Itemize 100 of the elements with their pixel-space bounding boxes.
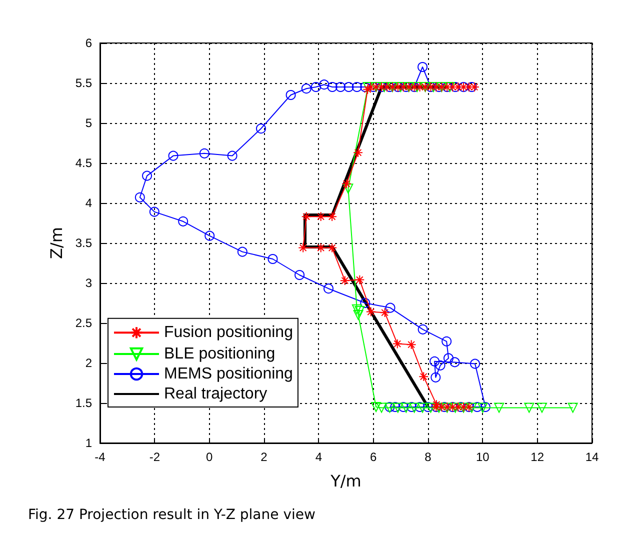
point xyxy=(344,82,354,92)
point xyxy=(199,148,210,158)
x-tick-label: 0 xyxy=(206,450,213,464)
point xyxy=(327,82,338,92)
point xyxy=(316,242,326,253)
point xyxy=(336,82,346,92)
point xyxy=(178,216,188,226)
point xyxy=(354,306,365,316)
point xyxy=(352,304,362,314)
point xyxy=(294,270,305,280)
point xyxy=(301,212,312,222)
point xyxy=(360,298,370,308)
point xyxy=(168,150,178,161)
point xyxy=(450,402,460,413)
x-tick-label: 14 xyxy=(585,450,599,464)
point xyxy=(385,302,396,313)
y-tick-label: 3.5 xyxy=(75,236,92,250)
point xyxy=(430,356,440,366)
point xyxy=(310,82,321,92)
point xyxy=(301,84,312,94)
point xyxy=(409,402,420,413)
point xyxy=(324,284,334,294)
point xyxy=(319,80,330,90)
legend-label: Fusion positioning xyxy=(164,324,293,342)
point xyxy=(414,402,425,412)
legend-label: Real trajectory xyxy=(164,386,268,402)
point xyxy=(418,402,428,413)
point xyxy=(442,336,452,346)
y-tick-label: 1 xyxy=(85,436,92,450)
point xyxy=(316,212,326,222)
point xyxy=(327,242,338,253)
y-axis-title: Z/m xyxy=(46,227,66,259)
point xyxy=(430,372,441,382)
point xyxy=(444,353,454,364)
point xyxy=(478,402,488,413)
point xyxy=(371,402,382,412)
point xyxy=(352,82,362,92)
x-tick-label: -2 xyxy=(149,450,160,464)
x-tick-label: 8 xyxy=(424,450,432,464)
point xyxy=(444,82,455,92)
point xyxy=(426,402,436,413)
point xyxy=(227,150,238,161)
point xyxy=(401,402,412,413)
point xyxy=(149,206,160,217)
point xyxy=(340,276,350,286)
point xyxy=(418,324,428,334)
y-tick-label: 4.5 xyxy=(75,156,92,170)
point xyxy=(354,274,365,285)
x-tick-label: 12 xyxy=(530,450,544,464)
point xyxy=(392,338,402,349)
point xyxy=(480,402,490,412)
point xyxy=(390,402,400,412)
y-tick-label: 5.5 xyxy=(75,76,92,90)
point xyxy=(327,212,338,222)
point xyxy=(376,402,387,413)
y-tick-label: 1.5 xyxy=(75,396,92,410)
point xyxy=(406,402,417,412)
point xyxy=(366,306,376,317)
point xyxy=(268,254,278,264)
point xyxy=(435,360,446,370)
point xyxy=(418,62,428,72)
x-axis-title: Y/m xyxy=(330,472,362,490)
point xyxy=(524,402,534,413)
point xyxy=(134,192,145,202)
point xyxy=(418,372,429,382)
point xyxy=(494,402,504,413)
x-tick-label: -4 xyxy=(94,450,106,464)
point xyxy=(450,357,460,368)
legend-label: MEMS positioning xyxy=(164,366,293,382)
point xyxy=(204,230,215,241)
point xyxy=(470,358,480,369)
caption: Fig. 27 Projection result in Y-Z plane view xyxy=(28,507,316,523)
x-tick-label: 4 xyxy=(315,450,322,464)
point xyxy=(450,82,460,92)
point xyxy=(353,148,363,158)
point xyxy=(568,402,578,413)
point xyxy=(406,340,416,350)
point xyxy=(392,402,403,413)
point xyxy=(466,402,477,413)
point xyxy=(343,184,354,194)
point xyxy=(237,246,248,257)
point xyxy=(466,82,477,92)
point xyxy=(342,178,352,189)
y-tick-label: 6 xyxy=(85,36,92,50)
point xyxy=(423,402,433,412)
point xyxy=(380,308,390,318)
point xyxy=(472,402,482,412)
point xyxy=(286,90,296,100)
y-tick-label: 4 xyxy=(85,196,92,210)
point xyxy=(298,242,308,253)
x-tick-label: 2 xyxy=(260,450,268,464)
legend-label: BLE positioning xyxy=(164,346,276,362)
point xyxy=(142,170,152,181)
point xyxy=(353,310,364,320)
y-tick-label: 5 xyxy=(85,116,92,130)
y-tick-label: 3 xyxy=(85,276,92,290)
point xyxy=(256,124,266,134)
x-tick-label: 10 xyxy=(476,450,490,464)
y-tick-label: 2.5 xyxy=(75,316,92,330)
point xyxy=(536,402,547,413)
